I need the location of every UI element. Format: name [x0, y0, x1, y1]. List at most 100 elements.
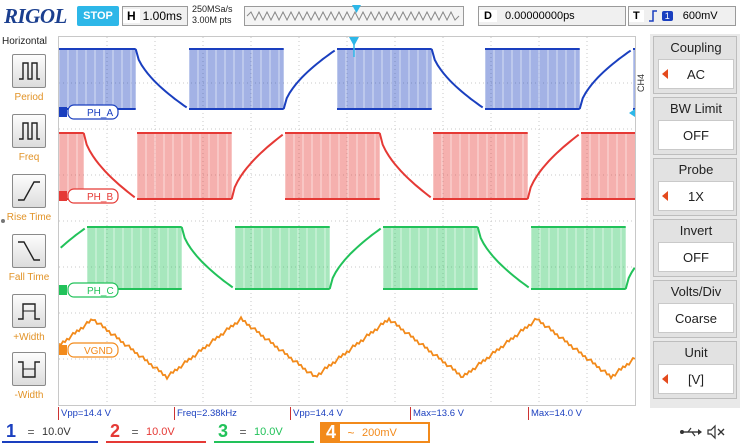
- invert-value: OFF: [658, 242, 734, 272]
- coupling-value: AC: [658, 59, 734, 89]
- channel-4-label-box: [67, 342, 119, 358]
- channel-2-label-box: [67, 188, 119, 204]
- coupling-title: Coupling: [670, 40, 722, 55]
- select-arrow-icon: [662, 69, 668, 79]
- measure-period-button[interactable]: Period: [4, 54, 54, 110]
- measure-period-label: Period: [14, 92, 44, 103]
- delay-value: 0.00000000ps: [504, 10, 575, 22]
- channel-1-status[interactable]: 1 = 10.0V: [2, 421, 98, 443]
- channel-scale: 10.0V: [146, 425, 175, 438]
- waveform-display[interactable]: PH_A PH_B PH_C VGND: [58, 36, 636, 406]
- status-icons: [672, 423, 732, 441]
- bw-limit-title: BW Limit: [670, 101, 722, 116]
- pwm-burst: [59, 49, 136, 109]
- freq-icon: [12, 114, 46, 148]
- pwm-burst: [633, 49, 635, 109]
- select-arrow-icon: [662, 374, 668, 384]
- invert-title: Invert: [679, 223, 713, 238]
- trigger-level-marker-icon[interactable]: [629, 109, 635, 117]
- horizontal-measure-menu: Horizontal Period Freq Rise Time Fall Ti…: [0, 34, 56, 408]
- positive-width-icon: [12, 294, 46, 328]
- channel-1-marker[interactable]: [59, 107, 67, 117]
- measurement-item: Vpp=14.4 V: [58, 407, 111, 420]
- transition-ramp: [282, 49, 336, 110]
- measurement-item: Max=14.0 V: [528, 407, 582, 420]
- measure-freq-button[interactable]: Freq: [4, 114, 54, 170]
- pwm-burst: [189, 49, 284, 109]
- run-stop-indicator[interactable]: STOP: [77, 6, 119, 26]
- probe-menu-item[interactable]: Probe 1X: [653, 158, 737, 216]
- volts-div-menu-item[interactable]: Volts/Div Coarse: [653, 280, 737, 338]
- triangle-trace: [59, 315, 635, 381]
- measure-positive-width-label: +Width: [13, 332, 45, 343]
- unit-menu-item[interactable]: Unit [V]: [653, 341, 737, 399]
- trigger-source: 1: [661, 11, 673, 21]
- transition-ramp: [526, 133, 580, 200]
- trigger-settings[interactable]: T 1 600mV: [628, 6, 736, 26]
- measure-negative-width-button[interactable]: -Width: [4, 352, 54, 408]
- trigger-level: 600mV: [682, 10, 718, 22]
- speaker-mute-icon[interactable]: [707, 424, 725, 440]
- transition-ramp: [230, 133, 284, 200]
- rigol-logo: RIGOL: [4, 4, 67, 28]
- measure-rise-time-button[interactable]: Rise Time: [4, 174, 54, 230]
- channel-2-status[interactable]: 2 = 10.0V: [106, 421, 206, 443]
- pwm-burst: [235, 227, 330, 289]
- channel-scale: 10.0V: [42, 425, 71, 438]
- measure-fall-time-button[interactable]: Fall Time: [4, 234, 54, 290]
- period-icon: [12, 54, 46, 88]
- channel-2-label: PH_B: [87, 192, 113, 203]
- horizontal-scale-value: 1.00ms: [142, 9, 183, 23]
- usb-icon: [680, 427, 702, 437]
- delay-tag: D: [479, 10, 497, 22]
- left-menu-title: Horizontal: [2, 36, 48, 47]
- memory-waveform-preview: [246, 10, 460, 22]
- channel-scale: 200mV: [362, 426, 397, 439]
- horizontal-delay[interactable]: D 0.00000000ps: [478, 6, 626, 26]
- channel-3-label-box: [67, 282, 119, 298]
- transition-ramp: [624, 267, 635, 290]
- pwm-burst: [285, 133, 380, 199]
- invert-menu-item[interactable]: Invert OFF: [653, 219, 737, 277]
- pwm-burst: [433, 133, 528, 199]
- measure-fall-time-label: Fall Time: [8, 272, 50, 283]
- transition-ramp: [430, 48, 484, 109]
- channel-number: 2: [109, 421, 120, 441]
- measure-positive-width-button[interactable]: +Width: [4, 294, 54, 350]
- probe-value: 1X: [658, 181, 734, 211]
- channel-3-marker[interactable]: [59, 285, 67, 295]
- transition-ramp: [82, 132, 136, 199]
- trigger-tag: T: [629, 10, 644, 22]
- channel-3-label: PH_C: [87, 286, 114, 297]
- volts-div-title: Volts/Div: [670, 284, 722, 299]
- rising-edge-icon: [648, 10, 657, 22]
- trigger-position-marker-icon[interactable]: [352, 5, 361, 15]
- transition-ramp: [60, 227, 86, 249]
- volts-div-value: Coarse: [658, 303, 734, 333]
- transition-ramp: [180, 226, 234, 289]
- channel-number: 1: [5, 421, 16, 441]
- coupling-menu-item[interactable]: Coupling AC: [653, 36, 737, 94]
- channel-2-marker[interactable]: [59, 191, 67, 201]
- channel-4-label: VGND: [84, 346, 113, 357]
- memory-depth: 3.00M pts: [192, 15, 232, 25]
- negative-width-icon: [12, 352, 46, 386]
- fall-time-icon: [12, 234, 46, 268]
- bw-limit-menu-item[interactable]: BW Limit OFF: [653, 97, 737, 155]
- measure-freq-label: Freq: [18, 152, 40, 163]
- channel-1-waveform: [59, 48, 635, 110]
- unit-title: Unit: [684, 345, 708, 360]
- horizontal-scale[interactable]: H 1.00ms: [122, 6, 188, 26]
- channel-coupling: ~: [347, 425, 355, 440]
- channel-4-status[interactable]: 4 ~ 200mV: [320, 422, 430, 443]
- channel-4-marker[interactable]: [59, 345, 67, 355]
- measure-negative-width-label: -Width: [14, 390, 44, 401]
- channel-3-status[interactable]: 3 = 10.0V: [214, 421, 314, 443]
- measure-rise-time-label: Rise Time: [6, 212, 52, 223]
- pwm-burst: [137, 133, 232, 199]
- top-status-bar: RIGOL STOP H 1.00ms 250MSa/s 3.00M pts D…: [0, 0, 740, 34]
- channel-coupling: =: [27, 424, 35, 439]
- channel-coupling: =: [131, 424, 139, 439]
- measurement-results: Vpp=14.4 V Freq=2.38kHz Vpp=14.4 V Max=1…: [58, 407, 636, 420]
- pwm-burst: [59, 133, 84, 199]
